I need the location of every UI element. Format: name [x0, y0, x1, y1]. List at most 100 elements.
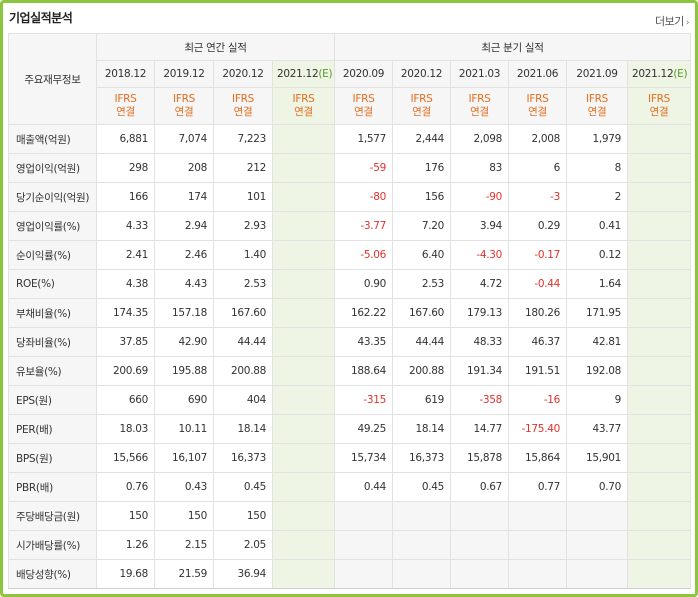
- metric-name: 부채비율(%): [8, 298, 97, 328]
- row-label-header: 주요재무정보: [8, 33, 97, 125]
- metric-value: [450, 559, 509, 589]
- metric-value: 2,008: [508, 124, 567, 154]
- metric-value: -5.06: [334, 240, 393, 270]
- metric-value: [508, 501, 567, 531]
- metric-name: 시가배당률(%): [8, 530, 97, 560]
- metric-value: [627, 356, 691, 386]
- table-row: PBR(배) 0.76 0.43 0.45 0.44 0.45 0.67 0.77 0.70: [8, 472, 691, 502]
- metric-value: [627, 327, 691, 357]
- metric-value: 150: [213, 501, 273, 531]
- basis-consolidated: 연결: [528, 106, 547, 118]
- metric-value: 21.59: [154, 559, 214, 589]
- basis-consolidated: 연결: [116, 106, 135, 118]
- more-link[interactable]: 더보기 ›: [655, 13, 690, 29]
- metric-value: 0.44: [334, 472, 393, 502]
- more-link-label[interactable]: 더보기: [655, 15, 684, 28]
- table-row: 유보율(%) 200.69 195.88 200.88 188.64 200.88 191.…: [8, 356, 691, 386]
- metric-value: 4.72: [450, 269, 509, 299]
- metric-value: 15,734: [334, 443, 393, 473]
- panel-header: 기업실적분석 더보기 ›: [3, 3, 695, 33]
- metric-value: 0.29: [508, 211, 567, 241]
- metric-value: [272, 385, 335, 415]
- metric-value: [272, 298, 335, 328]
- metric-value: 15,864: [508, 443, 567, 473]
- metric-value: 3.94: [450, 211, 509, 241]
- estimate-mark: (E): [673, 68, 688, 80]
- metric-name: 매출액(억원): [8, 124, 97, 154]
- table-row: 배당성향(%) 19.68 21.59 36.94: [8, 559, 691, 589]
- quarter-group-header: 최근 분기 실적: [334, 33, 691, 61]
- metric-value: [392, 530, 451, 560]
- table-row: 주당배당금(원) 150 150 150: [8, 501, 691, 531]
- metric-value: 2.15: [154, 530, 214, 560]
- basis-ifrs: IFRS: [648, 93, 670, 105]
- metric-value: 7.20: [392, 211, 451, 241]
- metric-value: [627, 153, 691, 183]
- metric-value: [627, 211, 691, 241]
- annual-group-header: 최근 연간 실적: [96, 33, 335, 61]
- metric-value: 101: [213, 182, 273, 212]
- metric-value: -80: [334, 182, 393, 212]
- metric-value: 44.44: [213, 327, 273, 357]
- basis-consolidated: 연결: [412, 106, 431, 118]
- metric-name: BPS(원): [8, 443, 97, 473]
- metric-value: -175.40: [508, 414, 567, 444]
- metric-value: [392, 501, 451, 531]
- basis-consolidated: 연결: [233, 106, 253, 118]
- period-label: 2021.09: [576, 68, 618, 80]
- period-header: 2021.12(E): [272, 60, 335, 88]
- metric-value: [566, 530, 628, 560]
- metric-value: 37.85: [96, 327, 155, 357]
- basis-header: IFRS 연결: [96, 87, 155, 125]
- metric-value: 0.67: [450, 472, 509, 502]
- metric-value: 179.13: [450, 298, 509, 328]
- metric-value: [627, 182, 691, 212]
- metric-value: 2.94: [154, 211, 214, 241]
- metric-value: -0.44: [508, 269, 567, 299]
- metric-value: 188.64: [334, 356, 393, 386]
- metric-value: -16: [508, 385, 567, 415]
- period-label: 2020.09: [342, 68, 385, 80]
- metric-value: 404: [213, 385, 273, 415]
- metric-value: 2,098: [450, 124, 509, 154]
- period-label: 2021.12: [277, 68, 319, 80]
- table-row: 영업이익률(%) 4.33 2.94 2.93 -3.77 7.20 3.94 0.29 0.4…: [8, 211, 691, 241]
- metric-value: 2.93: [213, 211, 273, 241]
- metric-value: [272, 443, 335, 473]
- period-header: 2020.12: [392, 60, 451, 88]
- metric-value: [450, 501, 509, 531]
- basis-consolidated: 연결: [174, 106, 194, 118]
- metric-value: 191.51: [508, 356, 567, 386]
- basis-consolidated: 연결: [294, 106, 313, 118]
- metric-value: [627, 501, 691, 531]
- metric-value: 171.95: [566, 298, 628, 328]
- metric-value: 9: [566, 385, 628, 415]
- metric-value: 0.12: [566, 240, 628, 270]
- metric-value: 4.33: [96, 211, 155, 241]
- metric-value: 208: [154, 153, 214, 183]
- metric-name: 당좌비율(%): [8, 327, 97, 357]
- metric-value: 200.88: [392, 356, 451, 386]
- period-label: 2021.06: [516, 68, 559, 80]
- period-header: 2021.06: [508, 60, 567, 88]
- metric-value: 212: [213, 153, 273, 183]
- basis-ifrs: IFRS: [114, 93, 137, 105]
- metric-value: 167.60: [213, 298, 273, 328]
- metric-value: 0.76: [96, 472, 155, 502]
- metric-value: [272, 501, 335, 531]
- metric-name: PBR(배): [8, 472, 97, 502]
- metric-value: 43.35: [334, 327, 393, 357]
- metric-value: [627, 298, 691, 328]
- metric-name: 순이익률(%): [8, 240, 97, 270]
- metric-value: [627, 124, 691, 154]
- chevron-right-icon: ›: [685, 18, 690, 28]
- metric-value: [627, 472, 691, 502]
- basis-ifrs: IFRS: [173, 93, 195, 105]
- basis-header: IFRS 연결: [508, 87, 567, 125]
- period-label: 2020.12: [222, 68, 264, 80]
- metric-value: 166: [96, 182, 155, 212]
- metric-value: 195.88: [154, 356, 214, 386]
- metric-value: [334, 559, 393, 589]
- metric-value: 2.53: [213, 269, 273, 299]
- basis-ifrs: IFRS: [586, 93, 608, 105]
